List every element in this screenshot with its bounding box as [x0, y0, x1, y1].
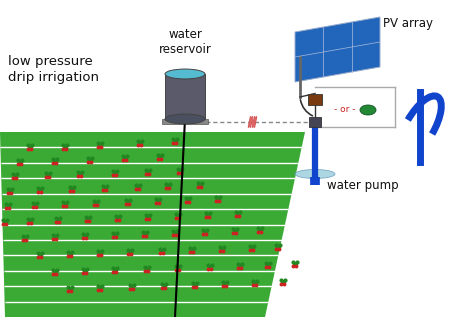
Ellipse shape — [165, 69, 205, 79]
Text: water pump: water pump — [327, 178, 399, 191]
Polygon shape — [295, 17, 380, 82]
Text: - or -: - or - — [334, 106, 356, 114]
Bar — [309, 117, 321, 127]
Text: water
reservoir: water reservoir — [159, 28, 211, 56]
Bar — [162, 119, 208, 124]
Polygon shape — [0, 132, 305, 317]
Text: PV array: PV array — [383, 17, 433, 30]
Ellipse shape — [295, 170, 335, 178]
Bar — [308, 94, 322, 105]
Ellipse shape — [360, 105, 376, 115]
Bar — [165, 74, 205, 119]
Ellipse shape — [165, 114, 205, 124]
Text: low pressure
drip irrigation: low pressure drip irrigation — [8, 55, 99, 83]
